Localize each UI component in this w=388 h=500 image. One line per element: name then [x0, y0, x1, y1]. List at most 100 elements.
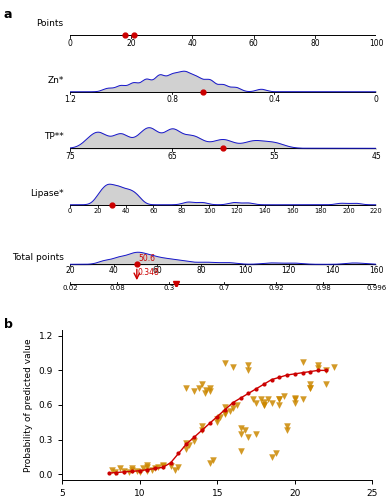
Text: 1.2: 1.2	[64, 96, 76, 104]
Text: 0.996: 0.996	[366, 284, 386, 290]
Text: 0.3: 0.3	[163, 284, 175, 290]
Point	[155, 464, 161, 471]
Text: 60: 60	[249, 39, 259, 48]
Point	[222, 360, 228, 368]
Text: 75: 75	[65, 152, 75, 161]
Point	[230, 404, 236, 412]
Point	[245, 360, 251, 368]
Text: 40: 40	[187, 39, 197, 48]
Text: 120: 120	[282, 266, 296, 276]
Point	[237, 430, 244, 438]
Point	[300, 395, 306, 403]
Text: 0.8: 0.8	[166, 96, 178, 104]
Text: 20: 20	[65, 266, 74, 276]
Text: 0.7: 0.7	[218, 284, 230, 290]
Text: 80: 80	[177, 208, 185, 214]
Point	[149, 466, 155, 473]
Text: 40: 40	[121, 208, 130, 214]
Point	[199, 426, 205, 434]
Point	[199, 422, 205, 430]
Point	[199, 380, 205, 388]
Point	[281, 392, 287, 400]
Point	[245, 434, 251, 442]
Text: 0: 0	[68, 39, 72, 48]
Point	[160, 462, 166, 470]
Point	[237, 424, 244, 432]
Text: 180: 180	[314, 208, 327, 214]
Text: 220: 220	[370, 208, 383, 214]
Point	[292, 398, 298, 406]
Point	[222, 404, 228, 411]
Point	[140, 464, 146, 472]
Point	[191, 387, 197, 395]
Text: 80: 80	[196, 266, 206, 276]
Point	[206, 384, 213, 392]
Point	[265, 395, 272, 403]
Point	[203, 386, 210, 394]
Point	[222, 409, 228, 417]
Point	[237, 447, 244, 455]
Point	[268, 398, 275, 406]
Text: 100: 100	[369, 39, 384, 48]
Text: 0.348: 0.348	[138, 268, 160, 277]
Point	[253, 398, 259, 406]
Text: 60: 60	[152, 266, 162, 276]
Point	[276, 401, 282, 409]
Text: 80: 80	[310, 39, 320, 48]
Point	[234, 401, 241, 409]
Text: 60: 60	[149, 208, 158, 214]
Text: 0.98: 0.98	[315, 284, 331, 290]
Point	[109, 466, 115, 473]
Text: Points: Points	[36, 20, 64, 28]
Text: a: a	[4, 8, 12, 20]
Point	[307, 384, 314, 392]
Point	[126, 468, 132, 476]
Text: 0.02: 0.02	[62, 284, 78, 290]
Point	[323, 366, 329, 374]
Text: 160: 160	[286, 208, 299, 214]
Text: 55: 55	[269, 152, 279, 161]
Point	[217, 412, 223, 420]
Point	[172, 466, 178, 473]
Point	[144, 464, 151, 471]
Text: 20: 20	[126, 39, 136, 48]
Point	[191, 437, 197, 445]
Point	[315, 360, 321, 368]
Text: TP**: TP**	[44, 132, 64, 141]
Point	[284, 422, 290, 430]
Point	[253, 430, 259, 438]
Point	[222, 410, 228, 418]
Point	[292, 395, 298, 403]
Point	[202, 390, 208, 398]
Point	[307, 384, 314, 392]
Point	[144, 467, 151, 475]
Point	[300, 358, 306, 366]
Text: 160: 160	[369, 266, 384, 276]
Point	[175, 464, 182, 471]
Point	[168, 462, 174, 470]
Point	[227, 407, 233, 415]
Point	[210, 456, 216, 464]
Text: 40: 40	[109, 266, 118, 276]
Point	[160, 461, 166, 469]
Text: 200: 200	[342, 208, 355, 214]
Point	[183, 445, 189, 453]
Point	[261, 398, 267, 406]
Point	[276, 395, 282, 403]
Text: 0: 0	[68, 208, 72, 214]
Text: b: b	[4, 318, 13, 330]
Point	[129, 464, 135, 472]
Text: 140: 140	[325, 266, 340, 276]
Point	[261, 401, 267, 409]
Point	[121, 467, 127, 475]
Text: Total points: Total points	[12, 254, 64, 262]
Y-axis label: Probability of predicted value: Probability of predicted value	[24, 338, 33, 472]
Text: 0.4: 0.4	[268, 96, 280, 104]
Text: 120: 120	[231, 208, 243, 214]
Point	[133, 467, 140, 475]
Text: 20: 20	[94, 208, 102, 214]
Point	[284, 426, 290, 434]
Point	[323, 380, 329, 388]
Point	[186, 442, 192, 450]
Point	[261, 401, 267, 409]
